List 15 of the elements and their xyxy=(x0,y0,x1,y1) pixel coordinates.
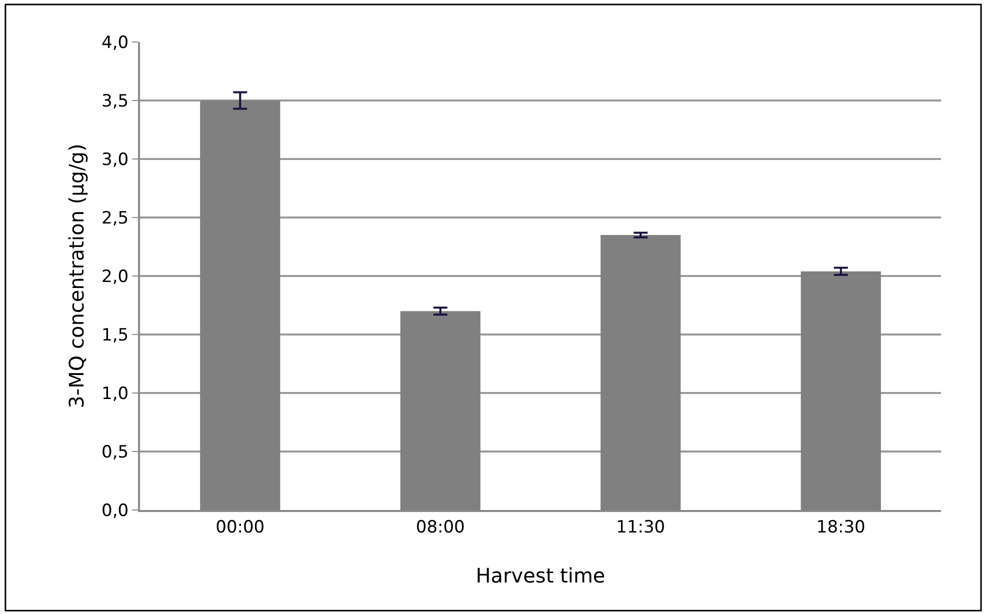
x-tick-label: 08:00 xyxy=(416,517,465,538)
y-tick-label: 3,0 xyxy=(102,150,129,170)
y-axis-title: 3-MQ concentration (µg/g) xyxy=(64,144,89,408)
y-tick-label: 2,5 xyxy=(102,208,129,228)
y-tick-label: 4,0 xyxy=(102,32,129,53)
y-tick-label: 2,0 xyxy=(102,266,129,287)
y-tick-label: 0,0 xyxy=(102,500,129,521)
x-axis-title: Harvest time xyxy=(476,563,606,588)
y-tick-label: 0,5 xyxy=(102,442,129,462)
x-tick-label: 11:30 xyxy=(616,517,666,538)
y-tick-label: 3,5 xyxy=(102,91,129,112)
y-tick-label: 1,0 xyxy=(102,384,129,404)
x-tick-label: 00:00 xyxy=(216,517,265,538)
x-tick-label: 18:30 xyxy=(816,517,866,538)
y-tick-label: 1,5 xyxy=(102,325,129,346)
